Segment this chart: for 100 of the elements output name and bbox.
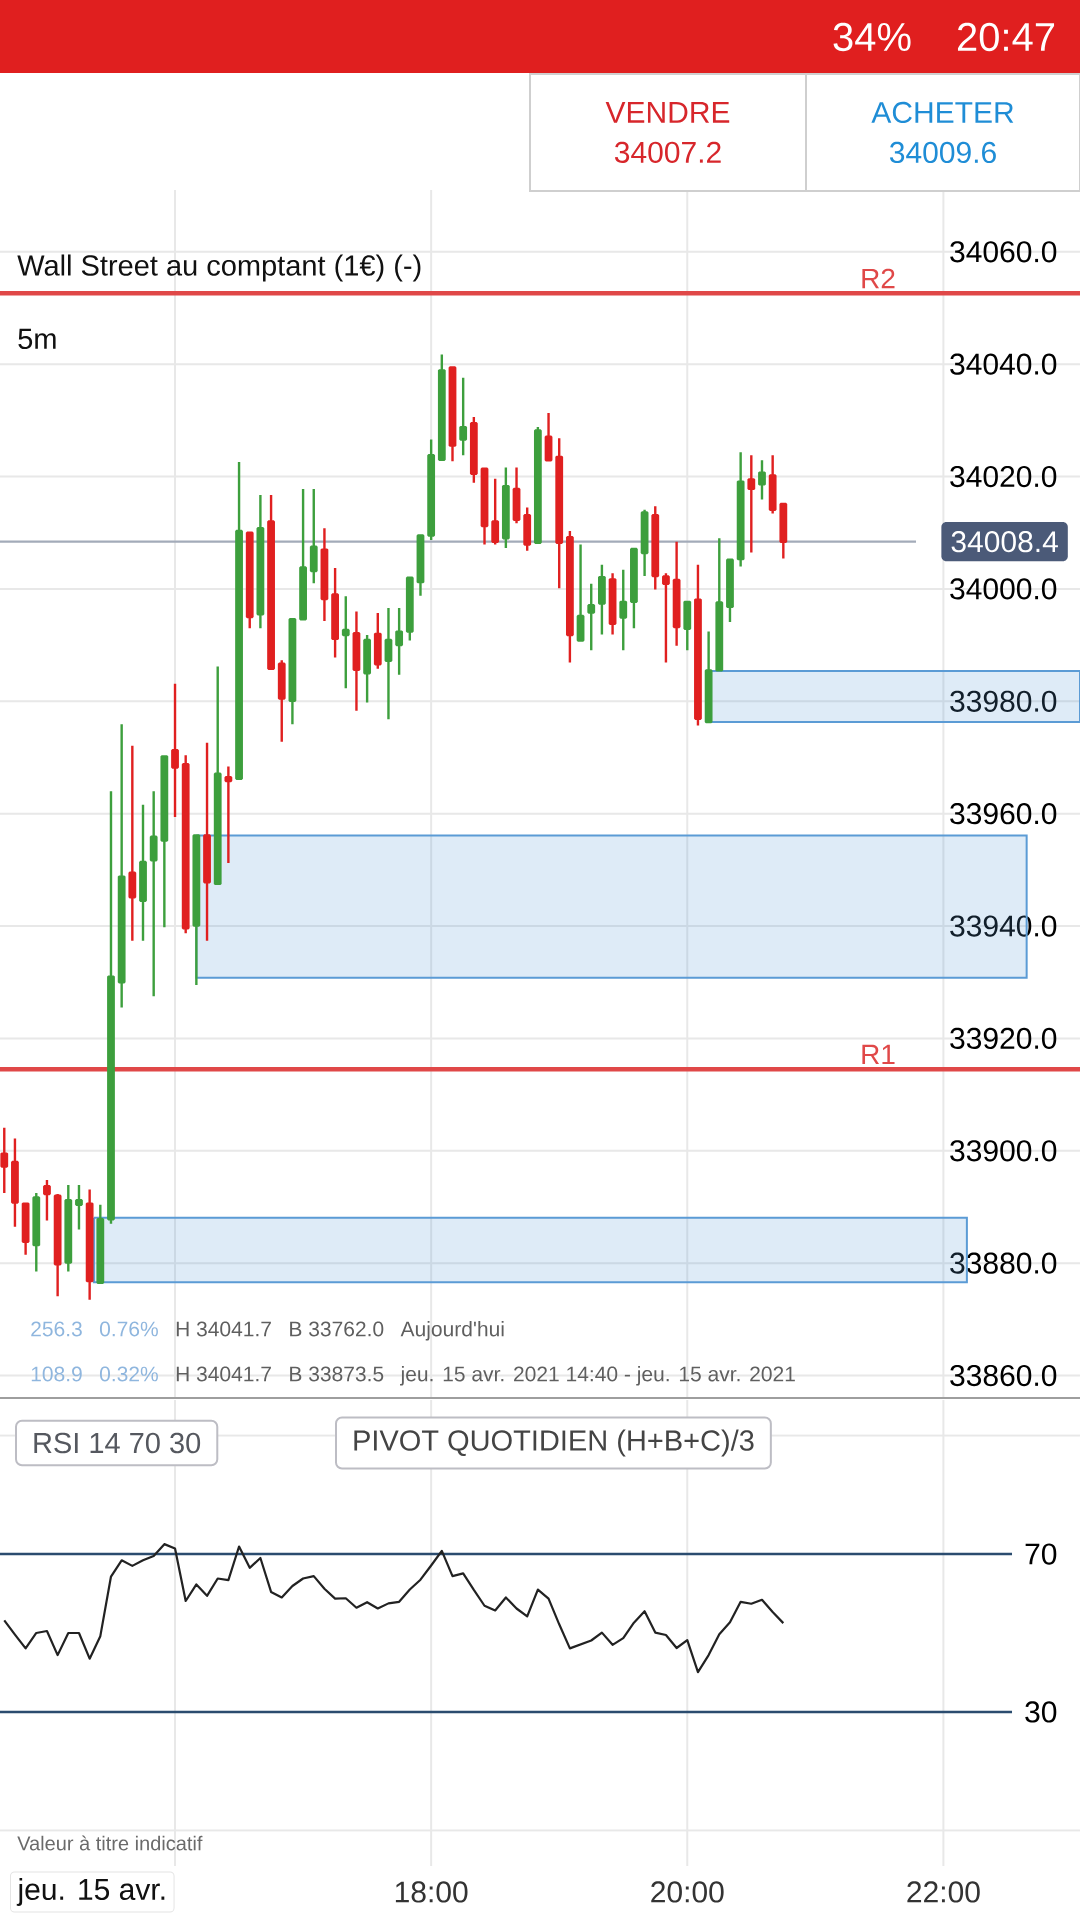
y-tick-label: 33900.0 <box>950 1140 1057 1162</box>
y-tick-label: 34000.0 <box>950 578 1057 600</box>
text: 34007.2 <box>614 141 721 163</box>
candlestick <box>21 1202 30 1256</box>
candlestick <box>672 540 681 647</box>
text: 20:47 <box>957 22 1055 52</box>
text: ACHETER <box>871 101 1014 124</box>
candlestick <box>459 376 468 457</box>
y-tick-label: 33920.0 <box>950 1027 1057 1050</box>
candlestick <box>299 487 307 621</box>
candlestick <box>139 803 147 942</box>
candlestick <box>96 1203 105 1286</box>
candlestick <box>245 531 254 630</box>
candlestick <box>662 571 670 664</box>
candlestick <box>171 682 179 819</box>
candlestick <box>437 353 446 461</box>
candlestick <box>224 765 233 865</box>
annotation: 0.76% <box>99 1321 158 1337</box>
candlestick <box>619 568 628 652</box>
candlestick <box>491 477 500 546</box>
y-tick-label: 30 <box>1025 1701 1057 1723</box>
candlestick <box>736 451 745 568</box>
candlestick <box>544 411 553 462</box>
y-tick-label: 34060.0 <box>950 241 1057 263</box>
text: Wall Street au comptant (1€) (-) <box>17 254 421 282</box>
y-tick-label: 33960.0 <box>950 803 1057 825</box>
text: RSI 14 70 30 <box>34 1432 201 1454</box>
candlestick <box>555 437 564 590</box>
annotation: B 33762.0 <box>290 1321 384 1337</box>
candlestick <box>779 501 788 560</box>
candlestick <box>512 466 521 525</box>
candlestick <box>117 723 126 1009</box>
candlestick <box>149 789 158 998</box>
candlestick <box>309 487 318 585</box>
candlestick <box>715 537 724 672</box>
candlestick <box>630 547 638 630</box>
candlestick <box>587 582 596 652</box>
candlestick <box>11 1137 19 1228</box>
candlestick <box>523 506 532 552</box>
annotation: H 34041.7 <box>176 1366 271 1382</box>
candlestick <box>352 610 361 713</box>
candlestick <box>203 741 211 942</box>
candlestick <box>331 566 339 659</box>
annotation: jeu. 15 avr. 2021 14:40 - jeu. 15 avr. 2021 <box>400 1366 795 1386</box>
candlestick <box>32 1191 41 1273</box>
annotation: 0.32% <box>99 1366 158 1382</box>
text: VENDRE <box>605 102 730 123</box>
candlestick <box>256 493 265 630</box>
candlestick <box>533 425 542 545</box>
x-tick-label: 20:00 <box>651 1881 724 1903</box>
text: 34009.6 <box>889 141 996 164</box>
candlestick <box>277 659 286 743</box>
candlestick <box>288 618 297 726</box>
text: 5m <box>18 328 56 350</box>
y-tick-label: 34020.0 <box>950 465 1057 488</box>
candlestick <box>747 453 756 554</box>
candlestick <box>480 467 489 546</box>
candlestick <box>320 527 329 623</box>
y-tick-label: 70 <box>1025 1543 1057 1565</box>
candlestick <box>608 571 617 636</box>
ref-line-label: R1 <box>862 1044 895 1065</box>
candlestick <box>758 459 766 501</box>
candlestick <box>576 543 585 642</box>
y-tick-label: 33980.0 <box>950 690 1057 712</box>
x-tick-label: 18:00 <box>395 1881 468 1903</box>
candlestick <box>213 665 222 886</box>
candlestick <box>501 466 510 550</box>
candlestick <box>416 533 425 597</box>
candlestick <box>651 505 660 591</box>
annotation: H 34041.7 <box>176 1321 271 1337</box>
candlestick <box>363 633 372 704</box>
candlestick <box>726 558 734 624</box>
candlestick <box>565 529 574 664</box>
annotation: 256.3 <box>31 1321 82 1337</box>
candlestick <box>768 453 777 515</box>
candlestick <box>181 754 190 935</box>
candlestick <box>107 789 115 1226</box>
candlestick <box>373 611 382 670</box>
candlestick <box>448 366 457 463</box>
candlestick <box>75 1183 83 1231</box>
y-tick-label: 33860.0 <box>950 1364 1057 1387</box>
candlestick <box>405 576 414 642</box>
ref-line-label: 34008.4 <box>951 531 1058 553</box>
candlestick <box>235 460 243 781</box>
candlestick <box>384 606 393 721</box>
candlestick <box>694 563 702 727</box>
annotation: Aujourd'hui <box>400 1321 504 1341</box>
annotation: B 33873.5 <box>290 1366 384 1382</box>
candlestick <box>640 508 649 578</box>
candlestick <box>395 606 404 677</box>
y-tick-label: 34040.0 <box>950 353 1057 375</box>
candlestick <box>267 493 275 670</box>
candlestick <box>704 630 713 724</box>
candlestick <box>192 834 201 987</box>
candlestick <box>85 1188 94 1301</box>
candlestick <box>128 744 137 942</box>
candlestick <box>683 600 692 652</box>
candlestick <box>469 415 478 484</box>
candlestick <box>53 1192 62 1298</box>
annotation: Valeur à titre indicatif <box>17 1835 203 1851</box>
